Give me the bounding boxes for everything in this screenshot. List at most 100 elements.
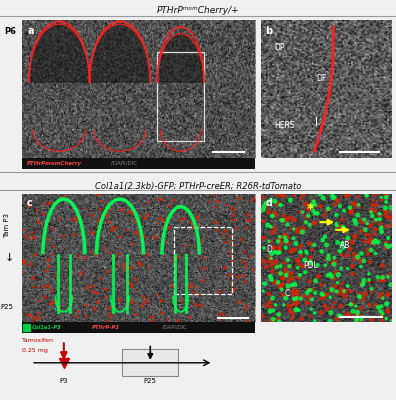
Point — [214, 220, 220, 226]
Point — [274, 192, 280, 198]
Point — [50, 226, 56, 232]
Point — [45, 283, 51, 290]
Point — [102, 286, 109, 292]
Point — [384, 210, 390, 216]
Point — [317, 191, 323, 197]
Point — [272, 302, 279, 308]
Point — [285, 234, 291, 241]
Point — [266, 238, 272, 244]
Point — [307, 313, 313, 320]
Point — [308, 306, 314, 312]
Point — [325, 219, 331, 226]
Point — [301, 257, 308, 263]
Point — [282, 270, 288, 276]
Point — [372, 237, 378, 244]
Point — [28, 261, 34, 268]
Point — [233, 226, 239, 232]
Point — [37, 315, 43, 321]
Point — [332, 259, 338, 265]
Point — [271, 209, 278, 215]
Point — [72, 231, 78, 238]
Point — [228, 204, 234, 211]
Point — [334, 197, 341, 204]
Point — [297, 229, 303, 236]
Point — [385, 291, 391, 298]
Point — [274, 264, 280, 270]
Point — [25, 234, 31, 241]
Point — [329, 193, 335, 199]
Point — [126, 209, 132, 216]
Text: PTHrP-P3: PTHrP-P3 — [92, 325, 120, 330]
Point — [331, 299, 338, 306]
FancyBboxPatch shape — [122, 349, 178, 376]
Point — [339, 240, 346, 246]
Point — [302, 219, 308, 225]
Point — [22, 261, 29, 267]
Text: HERS: HERS — [274, 121, 295, 130]
Point — [278, 234, 284, 241]
Point — [292, 281, 298, 288]
Point — [30, 318, 36, 325]
Point — [336, 312, 342, 319]
Point — [245, 217, 251, 224]
Point — [368, 247, 374, 253]
Point — [289, 275, 295, 282]
Point — [308, 254, 314, 261]
Point — [211, 192, 217, 198]
Point — [333, 221, 339, 227]
Point — [318, 309, 324, 316]
Point — [277, 284, 283, 290]
Point — [304, 214, 310, 220]
Point — [367, 222, 373, 228]
Text: d: d — [265, 198, 272, 208]
Point — [247, 217, 253, 223]
Point — [347, 301, 354, 308]
Point — [325, 206, 331, 212]
Point — [287, 197, 293, 203]
Point — [282, 273, 288, 280]
Point — [377, 291, 384, 298]
Point — [298, 243, 304, 250]
Point — [271, 224, 278, 231]
Text: 0.25 mg: 0.25 mg — [22, 348, 48, 353]
Point — [350, 308, 356, 314]
Text: *: * — [307, 202, 314, 216]
Point — [369, 213, 376, 219]
Point — [294, 291, 300, 297]
Point — [303, 219, 309, 225]
Point — [51, 243, 57, 250]
Point — [105, 305, 112, 311]
Point — [369, 202, 376, 208]
Point — [36, 310, 42, 316]
Point — [291, 296, 297, 302]
Point — [351, 251, 358, 258]
Point — [314, 210, 321, 217]
Text: P25: P25 — [144, 378, 157, 384]
Point — [147, 264, 153, 270]
Point — [356, 204, 362, 210]
Point — [230, 280, 236, 286]
Point — [185, 297, 191, 304]
Point — [300, 191, 307, 197]
Point — [293, 306, 299, 313]
Point — [367, 232, 373, 238]
Point — [337, 248, 343, 254]
Point — [48, 300, 54, 307]
Point — [388, 282, 394, 288]
Point — [267, 256, 274, 262]
Point — [318, 203, 324, 210]
Point — [177, 216, 184, 223]
Point — [260, 207, 266, 213]
Point — [57, 216, 63, 222]
Point — [158, 298, 165, 304]
Point — [388, 242, 394, 249]
Point — [275, 316, 282, 322]
Point — [282, 234, 288, 241]
Point — [383, 214, 390, 220]
Point — [213, 227, 220, 234]
Point — [60, 233, 67, 239]
Point — [329, 288, 335, 294]
Text: PDL: PDL — [303, 261, 318, 270]
Point — [275, 279, 281, 286]
Point — [341, 208, 347, 214]
